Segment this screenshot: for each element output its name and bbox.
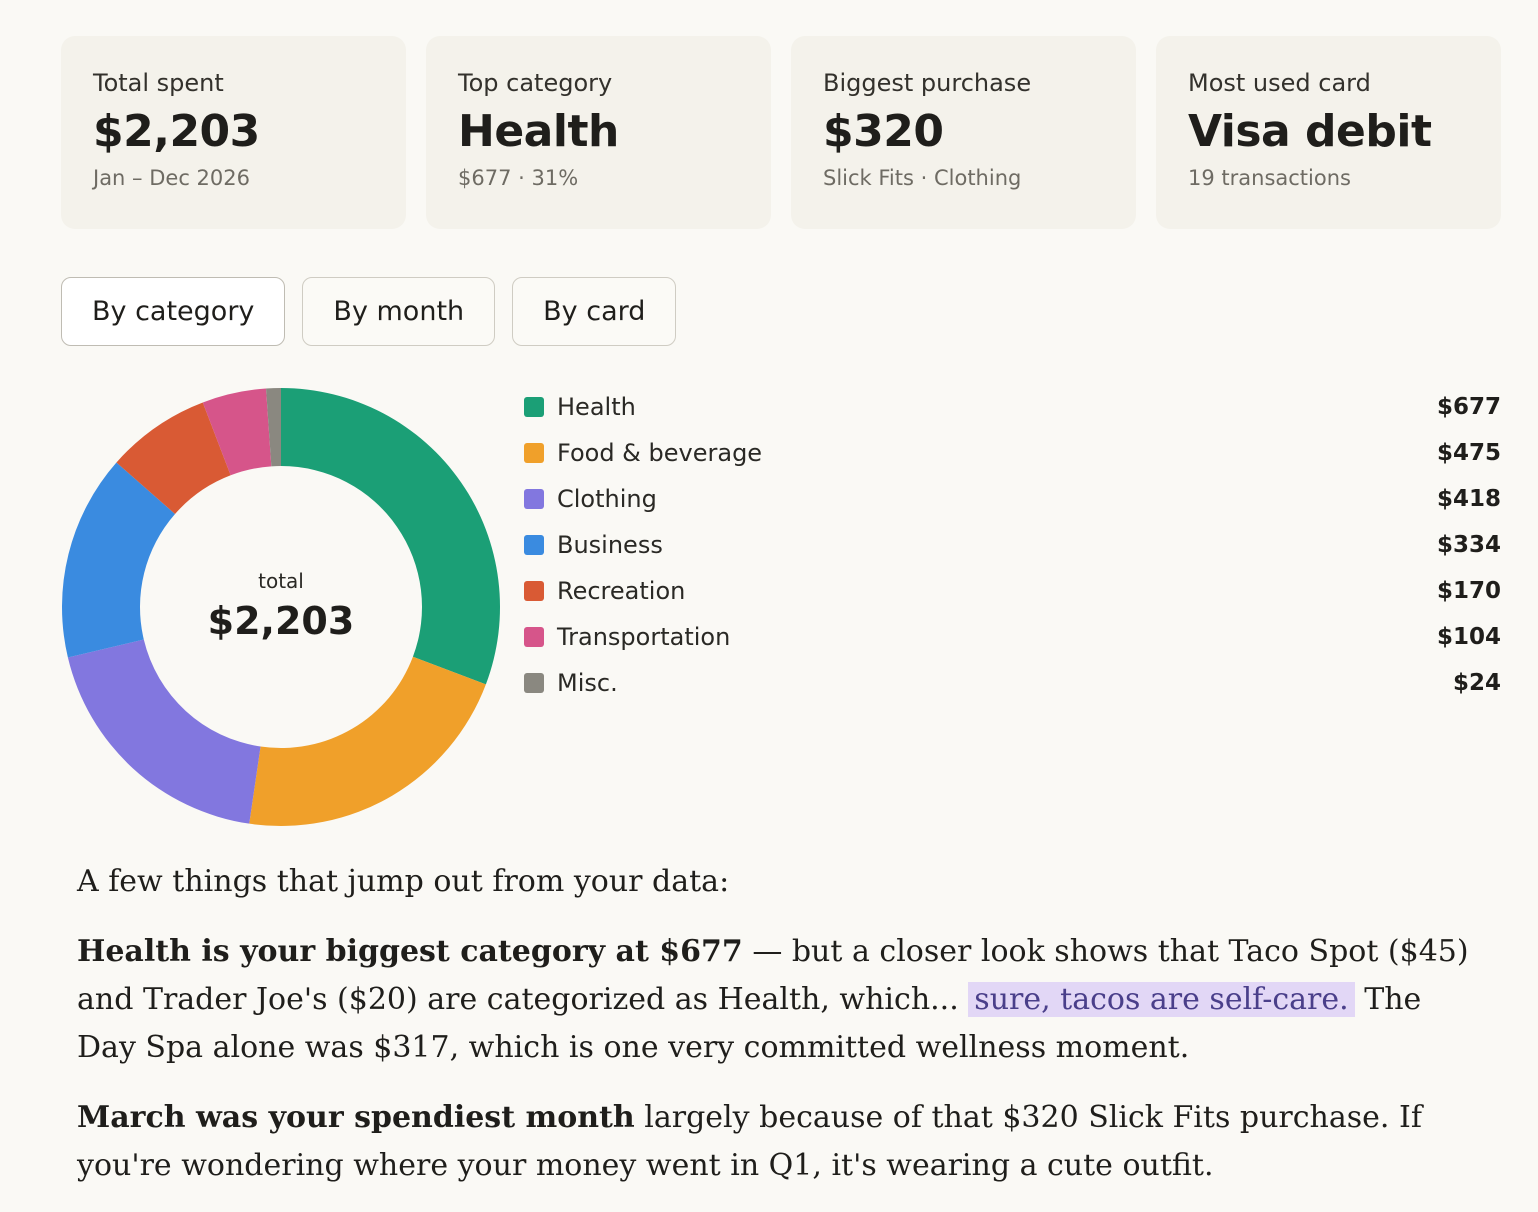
legend-name: Recreation <box>557 577 686 605</box>
donut-slice-health[interactable] <box>281 388 501 685</box>
insight-health: Health is your biggest category at $677 … <box>77 928 1477 1072</box>
legend-name: Food & beverage <box>557 439 763 467</box>
legend-value: $677 <box>1436 394 1501 420</box>
legend-item: Transportation $104 <box>524 614 1501 660</box>
card-label: Most used card <box>1188 69 1371 97</box>
donut-slice-clothing[interactable] <box>67 639 261 824</box>
card-subtext: Jan – Dec 2026 <box>93 166 250 190</box>
card-label: Top category <box>458 69 613 97</box>
legend-name: Clothing <box>557 485 657 513</box>
donut-slice-recreation[interactable] <box>116 402 231 514</box>
insight-health-text: — but a closer look shows that Taco Spot… <box>77 934 1469 1017</box>
legend-value: $475 <box>1436 440 1501 466</box>
legend-swatch <box>524 627 544 647</box>
insight-health-bold: Health is your biggest category at $677 <box>77 934 743 969</box>
donut-center-value: $2,203 <box>208 599 355 643</box>
insights-intro: A few things that jump out from your dat… <box>77 864 730 899</box>
legend-value: $170 <box>1436 578 1501 604</box>
insight-march-text: largely because of that $320 Slick Fits … <box>77 1100 1422 1183</box>
category-donut-chart: total $2,203 <box>61 388 501 826</box>
insight-march-bold: March was your spendiest month <box>77 1100 635 1135</box>
insight-march: March was your spendiest month largely b… <box>77 1094 1477 1190</box>
legend-swatch <box>524 443 544 463</box>
legend-item: Health $677 <box>524 384 1501 430</box>
insight-health-text-end: The Day Spa alone was $317, which is one… <box>77 982 1422 1065</box>
donut-slice-transportation[interactable] <box>202 388 272 476</box>
legend-item: Food & beverage $475 <box>524 430 1501 476</box>
card-top-category: Top category Health $677 · 31% <box>426 36 771 229</box>
legend-item: Business $334 <box>524 522 1501 568</box>
card-subtext: 19 transactions <box>1188 166 1351 190</box>
legend-value: $418 <box>1436 486 1501 512</box>
legend-item: Clothing $418 <box>524 476 1501 522</box>
legend-name: Misc. <box>557 669 618 697</box>
card-most-used-card: Most used card Visa debit 19 transaction… <box>1156 36 1501 229</box>
card-subtext: Slick Fits · Clothing <box>823 166 1022 190</box>
card-subtext: $677 · 31% <box>458 166 579 190</box>
legend-item: Misc. $24 <box>524 660 1501 706</box>
card-total-spent: Total spent $2,203 Jan – Dec 2026 <box>61 36 406 229</box>
legend-swatch <box>524 397 544 417</box>
chart-legend: Health $677 Food & beverage $475 Clothin… <box>524 384 1501 706</box>
tab-by-month[interactable]: By month <box>302 277 496 346</box>
donut-slice-business[interactable] <box>61 462 176 658</box>
card-label: Biggest purchase <box>823 69 1032 97</box>
highlighted-text[interactable]: sure, tacos are self-care. <box>968 982 1355 1017</box>
legend-value: $104 <box>1436 624 1501 650</box>
legend-name: Transportation <box>557 623 731 651</box>
donut-slice-food-beverage[interactable] <box>249 656 486 826</box>
donut-slice-misc[interactable] <box>266 388 281 467</box>
tab-by-card[interactable]: By card <box>512 277 677 346</box>
legend-value: $24 <box>1452 670 1501 696</box>
card-label: Total spent <box>93 69 224 97</box>
card-value: Health <box>458 106 619 157</box>
insights-text: A few things that jump out from your dat… <box>77 858 1477 1212</box>
card-value: $320 <box>823 106 944 157</box>
legend-swatch <box>524 581 544 601</box>
card-biggest-purchase: Biggest purchase $320 Slick Fits · Cloth… <box>791 36 1136 229</box>
card-value: Visa debit <box>1188 106 1432 157</box>
donut-center-label: total <box>258 569 304 593</box>
summary-cards: Total spent $2,203 Jan – Dec 2026 Top ca… <box>61 36 1501 229</box>
legend-name: Business <box>557 531 663 559</box>
tab-by-category[interactable]: By category <box>61 277 286 346</box>
legend-name: Health <box>557 393 636 421</box>
legend-item: Recreation $170 <box>524 568 1501 614</box>
legend-swatch <box>524 489 544 509</box>
card-value: $2,203 <box>93 106 260 157</box>
legend-swatch <box>524 535 544 555</box>
legend-value: $334 <box>1436 532 1501 558</box>
view-tabs: By category By month By card <box>61 277 677 346</box>
legend-swatch <box>524 673 544 693</box>
